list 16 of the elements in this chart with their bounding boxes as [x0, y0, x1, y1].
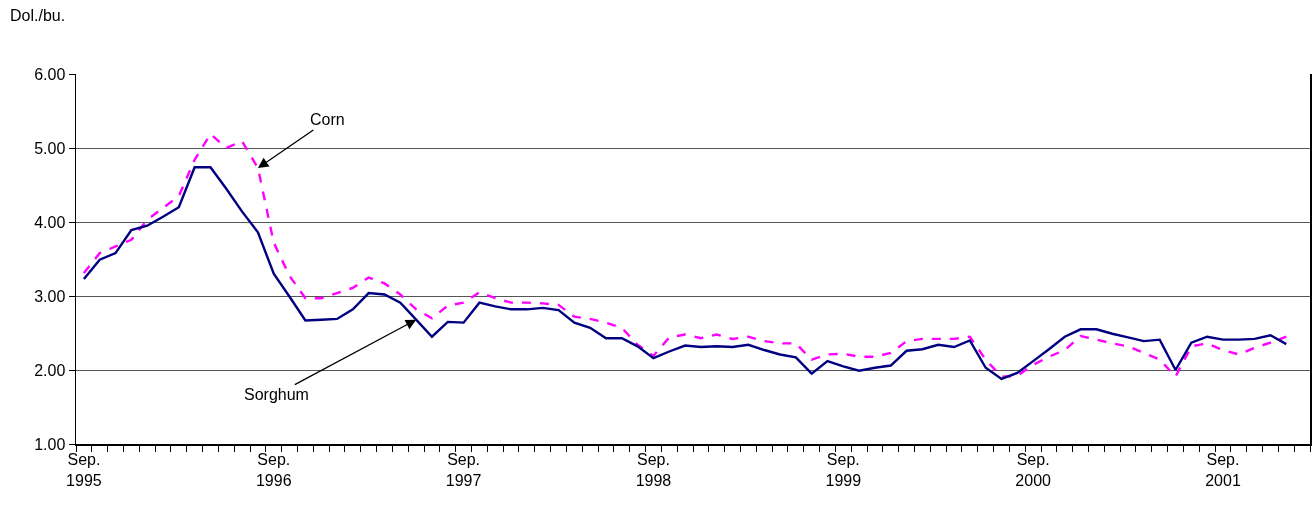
x-tick-label: Sep. 1996 — [255, 450, 292, 489]
y-tick-label: 3.00 — [34, 287, 66, 305]
x-tick-label: Sep. 1997 — [445, 450, 482, 489]
x-tick-label: Sep. 2000 — [1015, 450, 1052, 489]
y-tick-label: 4.00 — [34, 213, 66, 231]
text: Corn — [310, 111, 345, 128]
y-tick-label: 5.00 — [34, 139, 66, 157]
x-tick-label: Sep. 1995 — [66, 450, 102, 489]
y-tick-label: 6.00 — [34, 65, 66, 83]
y-tick-label: 1.00 — [34, 435, 66, 453]
x-tick-label: Sep. 2001 — [1205, 450, 1241, 489]
x-tick-label: Sep. 1999 — [825, 450, 862, 489]
x-tick-label: Sep. 1998 — [635, 450, 672, 489]
y-axis-title: Dol./bu. — [10, 7, 66, 24]
y-tick-label: 2.00 — [34, 361, 66, 379]
text: Sorghum — [244, 386, 309, 403]
